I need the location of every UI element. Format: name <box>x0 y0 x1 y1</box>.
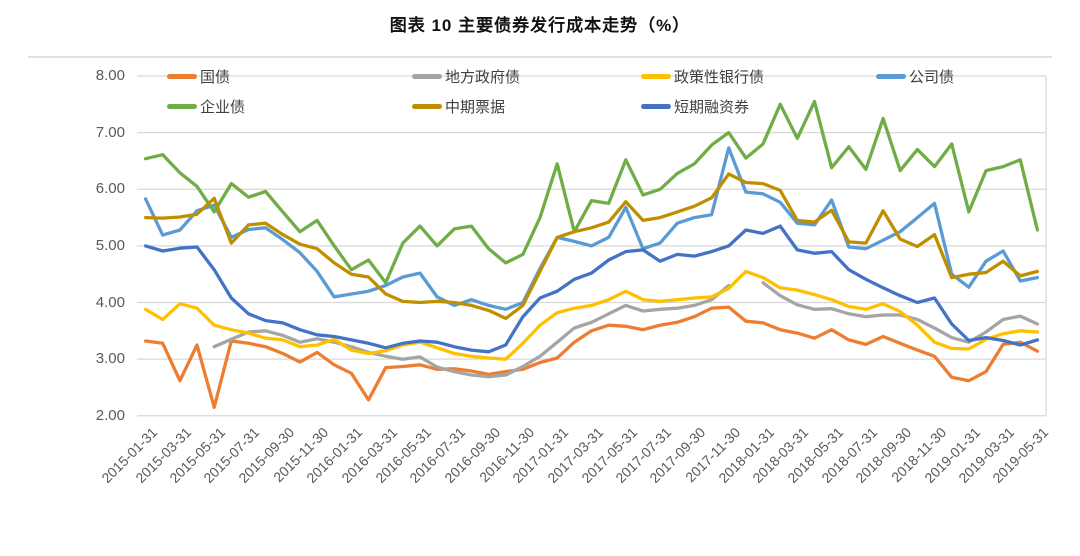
legend-label: 政策性银行债 <box>674 68 765 86</box>
legend-item-地方政府债: 地方政府债 <box>412 66 520 86</box>
y-tick-label: 4.00 <box>95 293 125 311</box>
y-tick-label: 6.00 <box>95 180 125 198</box>
legend-item-国债: 国债 <box>167 66 230 86</box>
legend-label: 企业债 <box>200 98 246 116</box>
legend-label: 公司债 <box>909 68 955 86</box>
series-line-公司债 <box>143 146 1040 311</box>
legend-item-政策性银行债: 政策性银行债 <box>641 66 764 86</box>
y-tick-label: 3.00 <box>95 350 125 368</box>
series-line-地方政府债 <box>212 283 731 379</box>
legend-label: 国债 <box>200 68 231 86</box>
legend-label: 地方政府债 <box>445 68 521 86</box>
y-tick-label: 5.00 <box>95 236 125 254</box>
legend-swatch-icon <box>876 73 906 79</box>
series-line-国债 <box>143 305 1040 409</box>
legend-swatch-icon <box>412 103 442 109</box>
legend-label: 短期融资券 <box>674 98 750 116</box>
legend-item-中期票据: 中期票据 <box>412 96 505 116</box>
series-line-政策性银行债 <box>143 269 1040 361</box>
y-tick-label: 7.00 <box>95 123 125 141</box>
legend-swatch-icon <box>412 73 442 79</box>
y-tick-label: 8.00 <box>95 67 125 84</box>
chart-title: 图表 10 主要债券发行成本走势（%） <box>389 16 691 35</box>
series-line-短期融资券 <box>143 224 1040 354</box>
title-divider <box>28 56 1052 58</box>
legend-swatch-icon <box>167 103 197 109</box>
legend-item-公司债: 公司债 <box>876 66 954 86</box>
series-line-企业债 <box>143 99 1040 285</box>
legend-swatch-icon <box>641 73 671 79</box>
series-line-中期票据 <box>143 172 1040 321</box>
legend-item-企业债: 企业债 <box>167 96 245 116</box>
y-tick-label: 2.00 <box>95 406 125 424</box>
legend-label: 中期票据 <box>445 98 506 116</box>
legend-item-短期融资券: 短期融资券 <box>641 96 749 116</box>
legend-swatch-icon <box>167 73 197 79</box>
series-line-地方政府债 <box>761 281 1040 344</box>
legend-swatch-icon <box>641 103 671 109</box>
